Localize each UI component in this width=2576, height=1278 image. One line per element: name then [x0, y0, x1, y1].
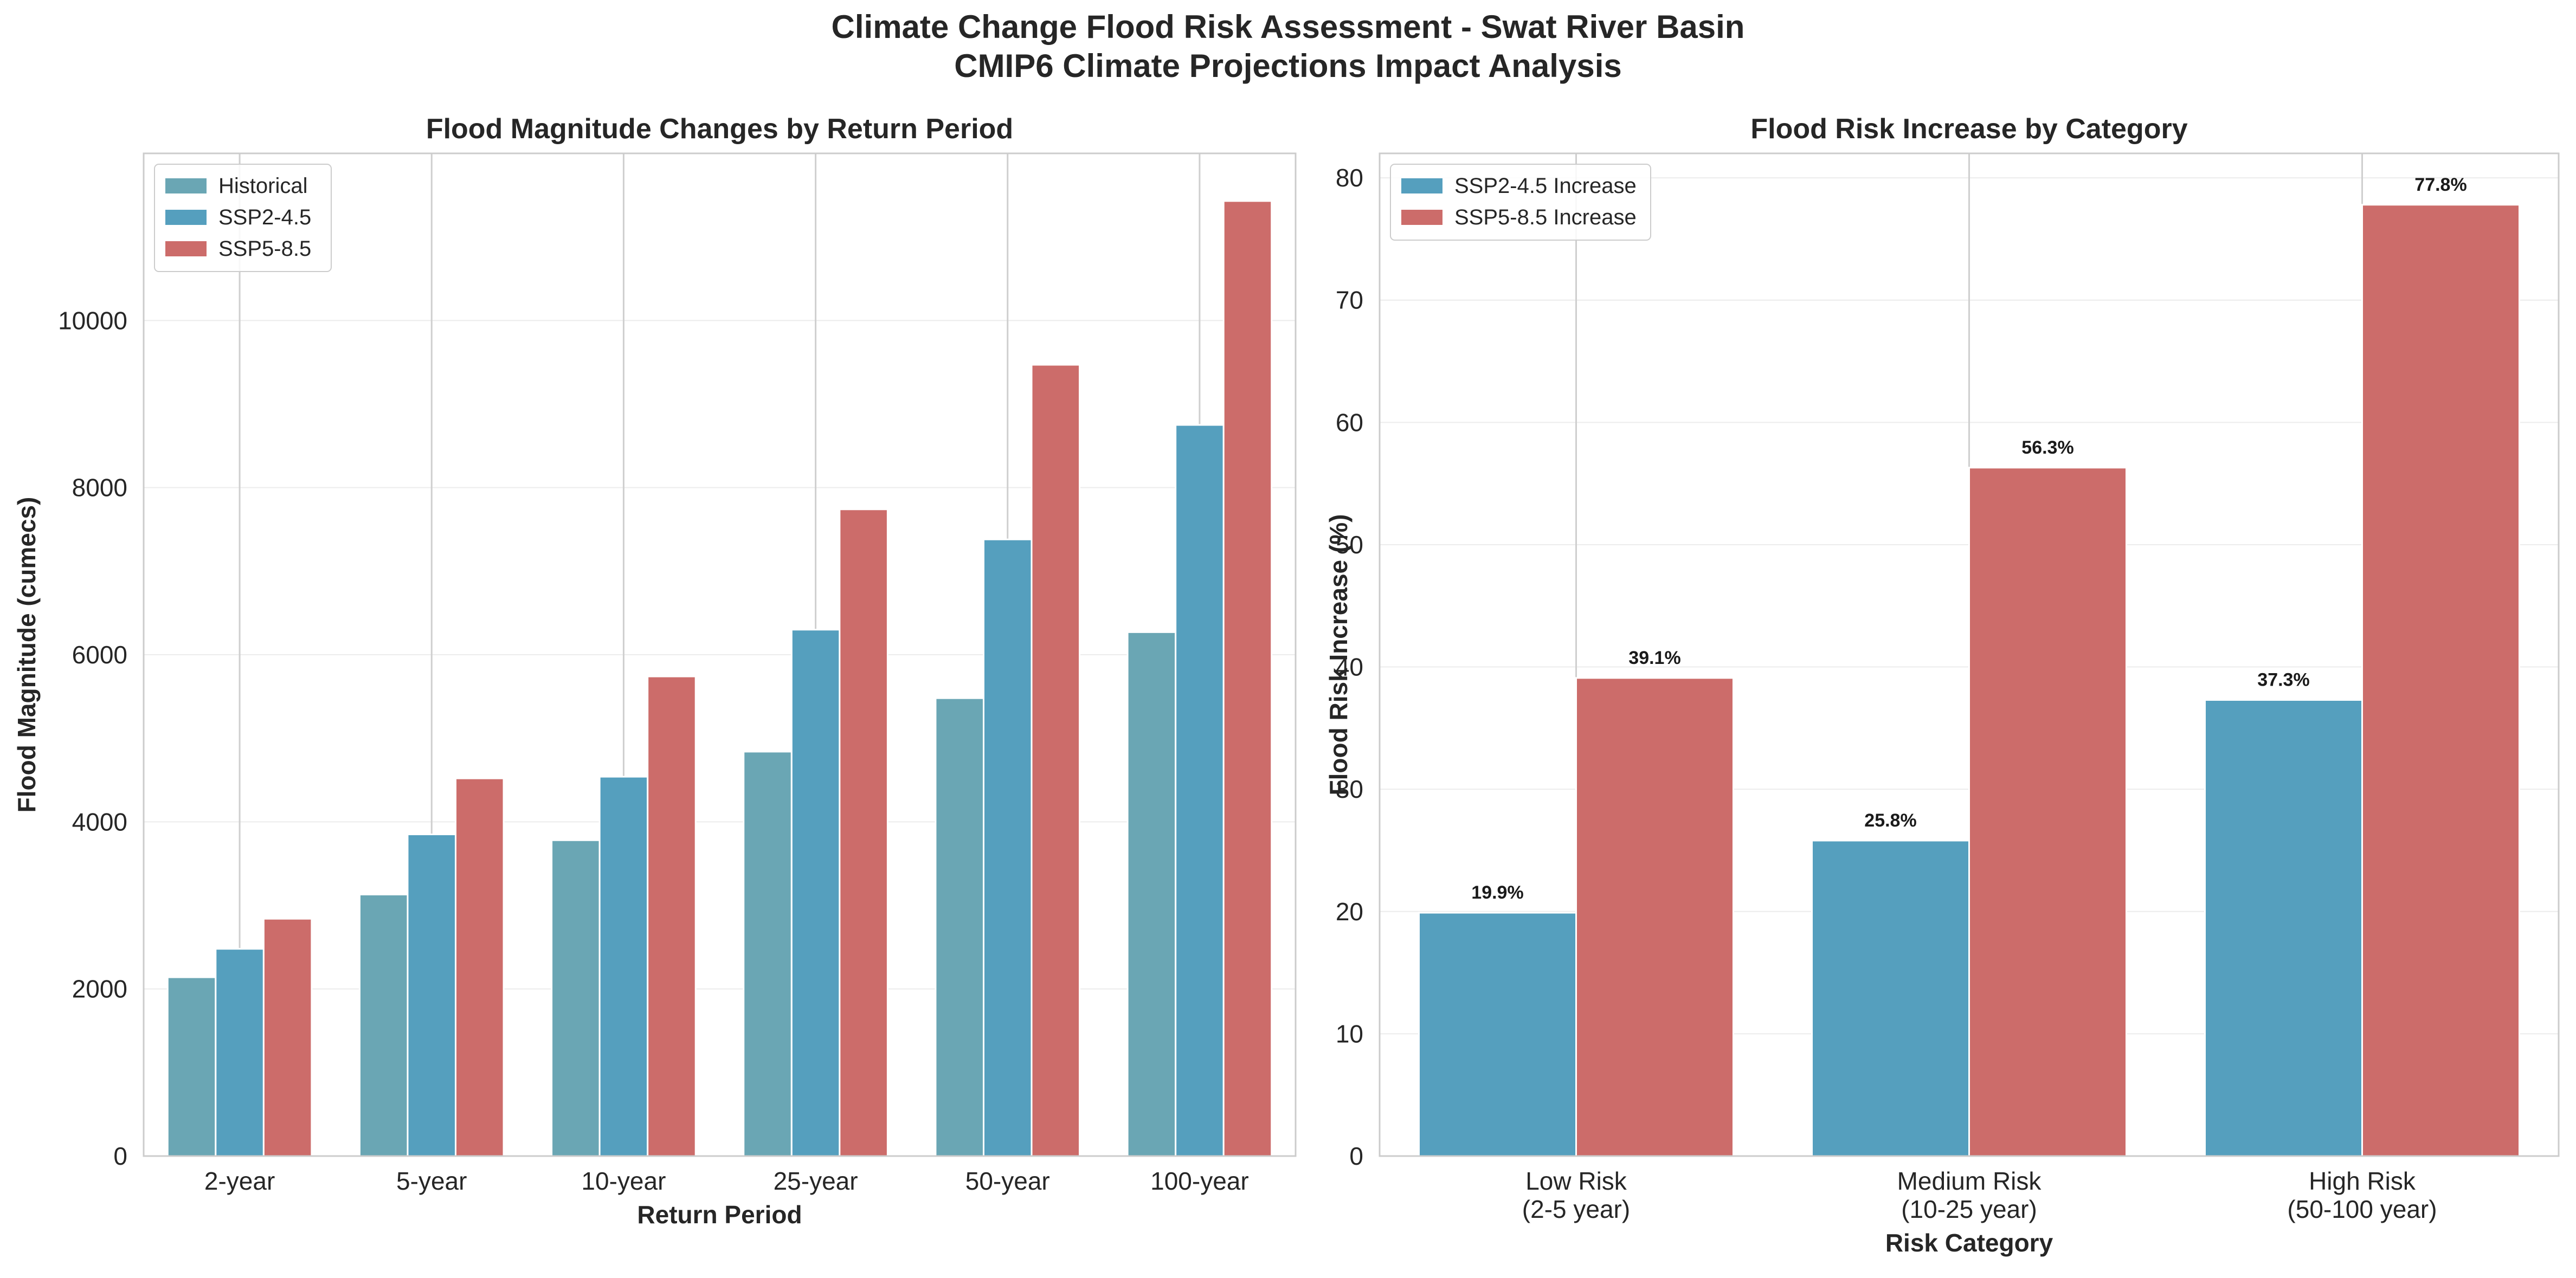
x-tick-label: Medium Risk (10-25 year): [1897, 1167, 2042, 1223]
bar: [839, 508, 888, 1157]
legend-swatch: [165, 210, 207, 225]
legend-swatch: [165, 178, 207, 193]
y-axis-label: Flood Risk Increase (%): [1324, 514, 1353, 796]
bar: [455, 777, 505, 1157]
y-tick-label: 40: [1336, 653, 1363, 681]
legend-swatch: [1401, 178, 1442, 193]
risk-increase-chart: 19.9% 25.8% 37.3% 39.1% 56.3% 77.8% 0 10 20 30 40 5…: [1324, 113, 2560, 1257]
legend-swatch: [1401, 210, 1442, 225]
y-tick-label: 80: [1336, 164, 1363, 192]
bar-value-label: 37.3%: [2257, 669, 2309, 690]
bar: [647, 675, 697, 1157]
y-tick-label: 60: [1336, 408, 1363, 436]
bar-value-label: 25.8%: [1864, 810, 1916, 831]
bar: [262, 918, 313, 1157]
bar: [166, 976, 217, 1157]
bar: [1126, 631, 1177, 1157]
bar: [743, 751, 793, 1157]
y-tick-label: 10000: [58, 306, 127, 334]
bar: [2204, 699, 2363, 1157]
bar: [1175, 424, 1225, 1157]
x-tick-label: 5-year: [396, 1167, 467, 1195]
x-tick-label: 25-year: [774, 1167, 858, 1195]
bar: [598, 776, 649, 1157]
bar: [1031, 364, 1081, 1157]
bar-value-label: 39.1%: [1628, 648, 1680, 668]
bar: [935, 697, 984, 1157]
y-tick-label: 50: [1336, 531, 1363, 559]
y-tick-label: 8000: [72, 474, 127, 502]
legend-label: SSP2-4.5: [218, 205, 311, 229]
legend-label: SSP5-8.5 Increase: [1454, 205, 1637, 229]
y-tick-label: 20: [1336, 898, 1363, 926]
legend-box: [1390, 164, 1651, 241]
x-tick-label: 100-year: [1150, 1167, 1249, 1195]
y-tick-label: 0: [113, 1142, 127, 1170]
x-axis-label: Risk Category: [1885, 1229, 2053, 1257]
legend: SSP2-4.5 Increase SSP5-8.5 Increase: [1390, 164, 1651, 241]
y-tick-label: 30: [1336, 775, 1363, 803]
bar: [1968, 467, 2127, 1157]
bar-value-label: 77.8%: [2414, 175, 2466, 195]
bar-value-label: 56.3%: [2021, 437, 2073, 458]
bar: [982, 538, 1033, 1157]
chart-title: Flood Risk Increase by Category: [1750, 113, 2187, 145]
bar: [551, 839, 601, 1157]
y-tick-label: 2000: [72, 975, 127, 1003]
bar: [1811, 840, 1970, 1157]
figure-title-block: Climate Change Flood Risk Assessment - S…: [0, 8, 2576, 86]
bar: [215, 948, 265, 1157]
x-tick-label: 2-year: [204, 1167, 275, 1195]
bar: [2361, 204, 2520, 1157]
bar: [1575, 677, 1734, 1157]
y-tick-label: 6000: [72, 641, 127, 669]
figure-title: Climate Change Flood Risk Assessment - S…: [831, 9, 1745, 45]
y-tick-label: 10: [1336, 1019, 1363, 1048]
y-axis-label: Flood Magnitude (cumecs): [12, 497, 41, 813]
legend-label: Historical: [218, 174, 307, 198]
x-axis-label: Return Period: [637, 1200, 802, 1229]
y-tick-label: 0: [1349, 1142, 1363, 1170]
bar-value-label: 19.9%: [1471, 882, 1523, 903]
figure-subtitle: CMIP6 Climate Projections Impact Analysi…: [954, 48, 1622, 84]
x-tick-label: Low Risk (2-5 year): [1522, 1167, 1630, 1223]
bar: [1222, 200, 1273, 1157]
bar: [407, 833, 457, 1157]
legend-label: SSP2-4.5 Increase: [1454, 174, 1637, 198]
magnitude-chart: 0 2000 4000 6000 8000 10000 2-year 5-year 10-yea…: [12, 113, 1297, 1229]
y-tick-label: 4000: [72, 808, 127, 836]
x-tick-label: 10-year: [581, 1167, 666, 1195]
y-tick-label: 70: [1336, 286, 1363, 314]
legend: Historical SSP2-4.5 SSP5-8.5: [154, 164, 332, 272]
legend-swatch: [165, 241, 207, 256]
plot-frame: [1379, 152, 2560, 1157]
bar: [790, 629, 841, 1157]
bar: [358, 893, 409, 1157]
x-tick-label: 50-year: [965, 1167, 1050, 1195]
bar: [1418, 912, 1577, 1157]
x-tick-label: High Risk (50-100 year): [2287, 1167, 2437, 1223]
chart-title: Flood Magnitude Changes by Return Period: [426, 113, 1013, 145]
legend-label: SSP5-8.5: [218, 237, 311, 261]
plot-frame: [143, 152, 1297, 1157]
